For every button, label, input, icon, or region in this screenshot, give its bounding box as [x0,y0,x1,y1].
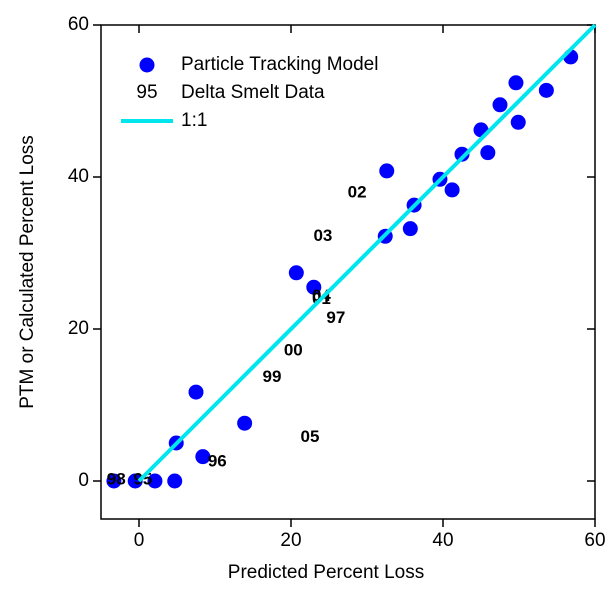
point [538,82,554,98]
x-tick-label: 0 [134,530,145,551]
point [402,221,418,237]
point [237,415,253,431]
point [195,449,211,465]
legend-swatch [139,57,155,73]
legend-label: 1:1 [181,110,207,131]
data-label-point: 97 [326,308,345,327]
legend-swatch: 95 [136,82,157,103]
point [188,384,204,400]
point [306,279,322,295]
plot-frame [100,24,596,520]
legend-label: Delta Smelt Data [181,82,325,103]
point [444,182,460,198]
data-label-point: 00 [284,341,303,360]
point [492,97,508,113]
y-tick-label: 60 [68,14,89,35]
x-axis-label: Predicted Percent Loss [228,562,424,583]
y-axis-label: PTM or Calculated Percent Loss [17,135,38,409]
point [379,163,395,179]
y-tick-label: 20 [68,318,89,339]
point [106,473,122,489]
point [167,473,183,489]
y-tick-label: 0 [78,470,89,491]
data-label-point: 02 [348,182,367,201]
data-label-point: 04 [312,286,331,305]
point [508,75,524,91]
point [288,265,304,281]
point [510,114,526,130]
identity-line [137,23,597,483]
data-label-point: 03 [313,226,332,245]
data-label-point: 99 [263,367,282,386]
point [127,473,143,489]
data-label-point: 98 [107,470,126,489]
point [147,473,163,489]
x-tick-label: 60 [584,530,605,551]
legend-label: Particle Tracking Model [181,54,378,75]
data-label-point: 05 [301,427,320,446]
data-label-point: 96 [208,451,227,470]
point [480,145,496,161]
y-tick-label: 40 [68,166,89,187]
point [454,146,470,162]
x-tick-label: 20 [280,530,301,551]
x-tick-label: 40 [432,530,453,551]
